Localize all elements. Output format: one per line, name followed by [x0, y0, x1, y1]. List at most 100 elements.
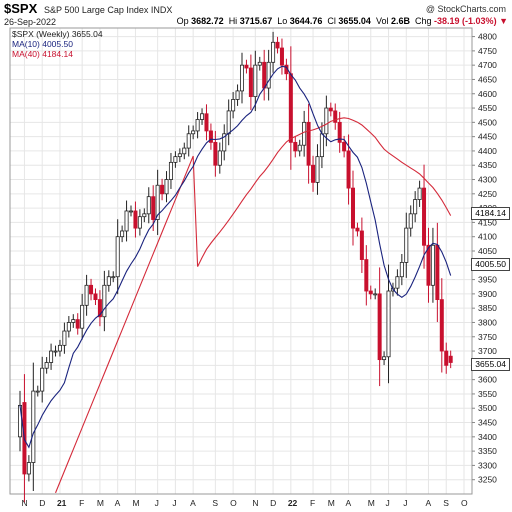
candle-body [26, 462, 31, 475]
y-tick-label: 3350 [478, 446, 497, 456]
candle-body [177, 153, 182, 158]
close-value: 3655.04 [338, 16, 371, 26]
candle-body [337, 121, 342, 143]
candle-body [346, 150, 351, 189]
candle-body [239, 64, 244, 92]
candle-body [248, 67, 253, 98]
candle-body [355, 227, 360, 232]
candle-body [44, 362, 49, 369]
candle-body [71, 319, 76, 323]
x-tick-label: J [386, 498, 390, 508]
candle-body [49, 350, 54, 363]
ma40-line [55, 117, 452, 494]
candle-body [364, 259, 369, 292]
legend-ma40: MA(40) 4184.14 [12, 49, 73, 59]
y-tick-label: 3250 [478, 475, 497, 485]
y-tick-label: 3800 [478, 317, 497, 327]
y-tick-label: 4450 [478, 132, 497, 142]
chart-date: 26-Sep-2022 [4, 17, 57, 27]
candle-body [115, 236, 120, 278]
candle-body [53, 350, 58, 353]
x-tick-label: O [230, 498, 237, 508]
x-tick-label: O [461, 498, 468, 508]
x-tick-label: 21 [57, 498, 67, 508]
candle-body [146, 196, 151, 215]
candle-body [359, 230, 364, 260]
candle-body [333, 110, 338, 123]
open-label: Op [176, 16, 189, 26]
candle-body [328, 107, 333, 112]
x-tick-label: M [97, 498, 104, 508]
x-tick-label: F [79, 498, 84, 508]
x-tick-label: M [132, 498, 139, 508]
candle-body [120, 230, 125, 238]
candle-body [133, 210, 138, 229]
candle-body [182, 147, 187, 155]
chart-grid [10, 28, 472, 494]
low-label: Lo [277, 16, 288, 26]
x-tick-label: F [310, 498, 315, 508]
x-tick-label: J [172, 498, 176, 508]
y-tick-label: 4700 [478, 60, 497, 70]
candle-body [422, 187, 427, 246]
candle-body [417, 187, 422, 200]
close-label: Cl [327, 16, 336, 26]
candle-body [275, 41, 280, 49]
candle-body [350, 187, 355, 229]
open-value: 3682.72 [191, 16, 224, 26]
candle-body [142, 213, 147, 218]
candle-body [208, 130, 213, 143]
candle-body [306, 121, 311, 166]
candle-body [168, 161, 173, 180]
x-tick-label: S [212, 498, 218, 508]
candle-body [35, 390, 40, 393]
candle-body [151, 196, 156, 220]
y-tick-label: 4050 [478, 246, 497, 256]
candle-body [200, 113, 205, 120]
x-tick-label: N [21, 498, 27, 508]
candle-body [226, 110, 231, 135]
candle-body [435, 244, 440, 300]
candle-body [62, 330, 67, 346]
y-tick-label: 3450 [478, 418, 497, 428]
candle-body [164, 179, 169, 195]
candle-body [373, 293, 378, 296]
x-tick-label: A [346, 498, 352, 508]
candle-body [413, 199, 418, 215]
x-tick-label: M [328, 498, 335, 508]
candle-body [444, 350, 449, 366]
candle-body [84, 284, 89, 306]
candle-body [93, 293, 98, 300]
down-arrow-icon: ▼ [499, 16, 508, 26]
candle-body [426, 244, 431, 286]
y-tick-label: 3550 [478, 389, 497, 399]
y-tick-label: 4750 [478, 46, 497, 56]
candle-body [66, 322, 71, 332]
candle-body [191, 130, 196, 135]
candle-body [97, 299, 102, 318]
plot-frame [9, 27, 473, 495]
candle-body [319, 133, 324, 158]
x-tick-label: A [190, 498, 196, 508]
candle-body [124, 210, 129, 232]
candle-body [111, 276, 116, 279]
y-tick-label: 4350 [478, 160, 497, 170]
stockcharts-brand[interactable]: @ StockCharts.com [425, 4, 506, 14]
candle-body [244, 64, 249, 69]
x-tick-label: 22 [288, 498, 298, 508]
candle-body [106, 276, 111, 286]
candle-body [262, 61, 267, 89]
candle-body [217, 150, 222, 166]
y-tick-label: 4650 [478, 74, 497, 84]
high-value: 3715.67 [239, 16, 273, 26]
x-tick-label: A [425, 498, 431, 508]
price-value-tag: 3655.04 [471, 357, 510, 371]
x-axis: N D 21 F M A M J J A S O N D 22 F M A M J J A S O [21, 498, 468, 508]
index-name: S&P 500 Large Cap Index INDX [44, 5, 173, 15]
candle-body [31, 390, 36, 463]
ma10-line [19, 65, 452, 449]
y-tick-label: 3400 [478, 432, 497, 442]
y-tick-label: 4400 [478, 146, 497, 156]
candle-body [311, 164, 316, 183]
